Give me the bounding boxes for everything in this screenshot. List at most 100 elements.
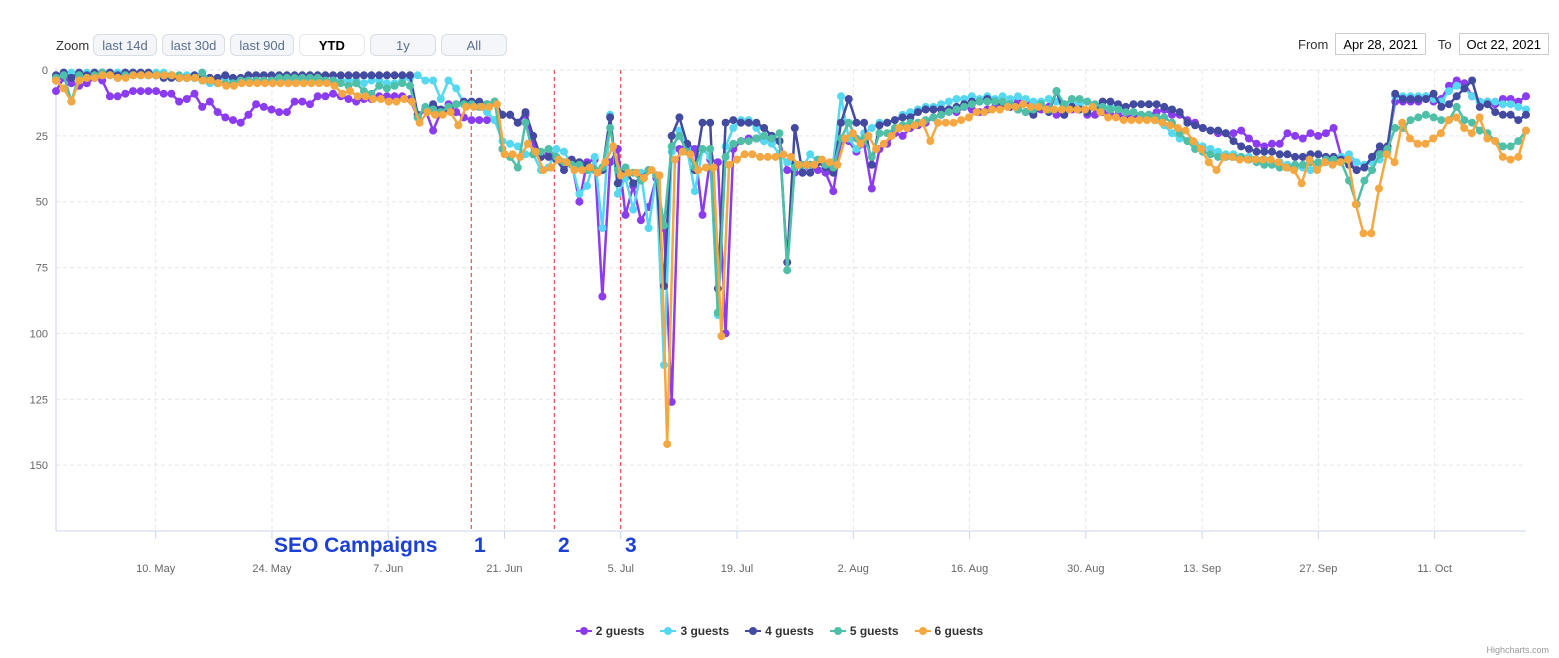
- data-point: [1088, 102, 1097, 111]
- data-point: [864, 131, 873, 140]
- data-point: [1073, 105, 1082, 114]
- data-point: [934, 118, 942, 127]
- data-point: [452, 108, 461, 117]
- data-point: [1228, 152, 1236, 161]
- data-point: [1129, 100, 1138, 109]
- data-point: [338, 89, 347, 98]
- legend-item-2-guests[interactable]: 2 guests: [575, 624, 644, 638]
- zoom-all-button[interactable]: All: [440, 34, 507, 56]
- data-point: [1306, 129, 1315, 138]
- data-point: [444, 76, 453, 85]
- data-point: [783, 266, 792, 275]
- data-point: [382, 84, 391, 93]
- data-point: [1460, 84, 1469, 93]
- data-point: [1160, 102, 1169, 111]
- data-point: [1405, 134, 1414, 143]
- data-point: [129, 71, 138, 80]
- data-point: [175, 73, 184, 82]
- data-point: [1498, 152, 1507, 161]
- data-point: [1452, 92, 1461, 101]
- data-point: [1391, 89, 1400, 98]
- data-point: [721, 152, 730, 161]
- data-point: [307, 79, 316, 88]
- data-point: [315, 79, 324, 88]
- y-tick-label: 125: [30, 394, 48, 406]
- data-point: [729, 116, 738, 125]
- data-point: [160, 71, 169, 80]
- data-point: [359, 71, 368, 80]
- data-point: [613, 189, 622, 198]
- zoom-90d-button[interactable]: last 90d: [230, 34, 294, 56]
- data-point: [152, 71, 161, 80]
- data-point: [1452, 102, 1461, 111]
- data-point: [817, 155, 826, 164]
- data-point: [698, 118, 707, 127]
- data-point: [1014, 92, 1022, 101]
- legend-item-5-guests[interactable]: 5 guests: [829, 624, 899, 638]
- y-tick-label: 25: [36, 131, 48, 143]
- data-point: [105, 92, 114, 101]
- to-date-input[interactable]: Oct 22, 2021: [1458, 33, 1549, 55]
- axes: 0 25 50 75 100 125 150 10. May 24. May 7. Jun 21. …: [30, 65, 1526, 575]
- data-point: [1067, 95, 1076, 103]
- data-point: [837, 92, 845, 101]
- data-point: [1111, 113, 1120, 122]
- from-date-input[interactable]: Apr 28, 2021: [1335, 33, 1426, 55]
- data-point: [1467, 129, 1476, 138]
- data-point: [1243, 155, 1252, 164]
- data-point: [606, 124, 615, 132]
- data-point: [400, 95, 409, 103]
- credits-link[interactable]: Highcharts.com: [1486, 645, 1549, 655]
- data-point: [382, 71, 391, 80]
- data-point: [1429, 113, 1438, 122]
- data-point: [1452, 81, 1461, 90]
- data-point: [531, 147, 540, 156]
- data-point: [290, 97, 299, 106]
- data-point: [593, 168, 602, 177]
- data-point: [406, 71, 414, 80]
- data-point: [1144, 100, 1153, 109]
- data-point: [59, 71, 68, 80]
- data-point: [1214, 126, 1223, 135]
- data-point: [229, 116, 237, 125]
- data-point: [1475, 102, 1484, 111]
- data-point: [113, 73, 122, 82]
- data-point: [1398, 118, 1407, 127]
- data-point: [1244, 145, 1253, 153]
- data-point: [213, 108, 222, 117]
- legend-item-6-guests[interactable]: 6 guests: [914, 624, 983, 638]
- data-point: [353, 92, 362, 101]
- x-tick-label: 16. Aug: [951, 563, 988, 575]
- data-point: [706, 118, 715, 127]
- data-point: [485, 102, 494, 111]
- zoom-1y-button[interactable]: 1y: [369, 34, 436, 56]
- data-point: [222, 81, 231, 90]
- data-point: [268, 79, 277, 88]
- data-point: [313, 92, 322, 101]
- data-point: [1050, 105, 1059, 114]
- data-point: [1083, 97, 1092, 106]
- data-point: [1320, 158, 1329, 167]
- data-point: [221, 113, 230, 122]
- data-point: [1081, 105, 1089, 114]
- data-point: [336, 79, 345, 88]
- zoom-30d-button[interactable]: last 30d: [161, 34, 226, 56]
- legend-item-4-guests[interactable]: 4 guests: [745, 624, 814, 638]
- data-point: [1367, 229, 1376, 238]
- zoom-14d-button[interactable]: last 14d: [93, 34, 157, 56]
- zoom-ytd-button[interactable]: YTD: [298, 34, 365, 56]
- data-point: [462, 102, 471, 111]
- data-point: [1135, 116, 1144, 125]
- x-tick-label: 5. Jul: [608, 563, 634, 575]
- legend-item-3-guests[interactable]: 3 guests: [660, 624, 729, 638]
- data-point: [1137, 100, 1146, 109]
- data-point: [1483, 100, 1492, 109]
- data-point: [346, 87, 354, 96]
- data-point: [737, 137, 745, 146]
- data-point: [644, 224, 653, 233]
- data-point: [794, 160, 803, 169]
- data-point: [1460, 116, 1469, 125]
- data-point: [221, 71, 230, 80]
- seo-campaigns-annotation: SEO Campaigns: [274, 534, 438, 557]
- data-point: [1042, 105, 1051, 114]
